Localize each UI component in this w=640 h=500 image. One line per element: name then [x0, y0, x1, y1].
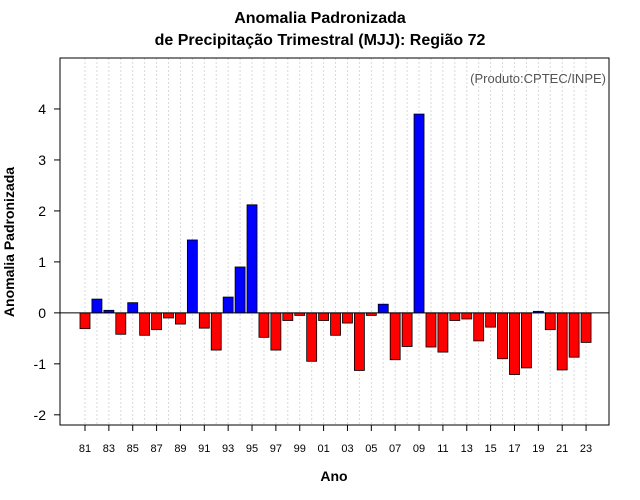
bar-18	[521, 312, 532, 369]
bar-88	[163, 312, 174, 319]
bar-91	[198, 312, 210, 329]
y-tick-label: -2	[34, 407, 47, 423]
bar-21	[556, 312, 568, 371]
bar-89	[175, 312, 186, 325]
bar-20	[544, 312, 556, 331]
x-tick-label: 85	[127, 443, 139, 455]
x-tick-label: 93	[222, 443, 234, 455]
x-tick-label: 95	[246, 443, 258, 455]
bar-12	[449, 312, 461, 321]
bar-15	[485, 312, 497, 328]
bar-23	[580, 312, 592, 343]
bar-95	[246, 204, 258, 314]
x-tick-label: 91	[198, 443, 210, 455]
x-tick-label: 81	[79, 443, 91, 455]
bar-11	[437, 312, 449, 353]
y-axis-label: Anomalia Padronizada	[1, 167, 17, 317]
bar-03	[342, 312, 353, 324]
bar-00	[306, 312, 318, 362]
bar-13	[461, 312, 473, 320]
x-tick-label: 01	[317, 443, 329, 455]
x-tick-label: 87	[150, 443, 162, 455]
bar-10	[425, 312, 437, 348]
bar-82	[91, 298, 103, 314]
bar-09	[413, 113, 425, 314]
x-tick-label: 19	[532, 443, 544, 455]
bar-81	[79, 312, 91, 330]
x-tick-label: 09	[413, 443, 425, 455]
plot-frame	[59, 57, 610, 426]
x-tick-label: 89	[174, 443, 186, 455]
y-tick-label: 1	[38, 254, 46, 270]
x-axis: 81 83 85 87 89 91 93 95 97 99 01 03 05 07 09 11 13 15 17 19…	[79, 425, 592, 455]
bar-87	[151, 312, 162, 331]
bar-86	[139, 312, 151, 336]
y-tick-label: 4	[38, 101, 46, 117]
bar-07	[389, 312, 401, 361]
bar-17	[509, 312, 520, 375]
chart-title: Anomalia Padronizada	[234, 10, 406, 27]
bar-93	[222, 296, 234, 314]
bar-94	[234, 266, 246, 314]
bar-08	[401, 312, 413, 347]
x-tick-label: 07	[389, 443, 401, 455]
bar-98	[282, 312, 294, 321]
x-tick-label: 11	[437, 443, 448, 455]
y-tick-label: 2	[38, 203, 46, 219]
bar-22	[568, 312, 580, 358]
bar-96	[258, 312, 270, 338]
x-tick-label: 03	[341, 443, 353, 455]
x-tick-label: 15	[484, 443, 496, 455]
chart-subtitle: de Precipitação Trimestral (MJJ): Região…	[154, 32, 486, 49]
y-tick-label: -1	[34, 356, 47, 372]
x-tick-label: 83	[103, 443, 115, 455]
x-tick-label: 97	[270, 443, 282, 455]
bar-16	[497, 312, 508, 360]
grid-lines	[84, 58, 587, 425]
source-annotation: (Produto:CPTEC/INPE)	[470, 71, 606, 86]
bar-02	[330, 312, 341, 336]
bars	[79, 113, 592, 375]
bar-85	[127, 302, 139, 314]
x-tick-label: 23	[580, 443, 592, 455]
bar-04	[353, 312, 365, 371]
bar-92	[210, 312, 222, 351]
bar-84	[115, 312, 127, 335]
y-tick-label: 0	[38, 305, 46, 321]
x-tick-label: 13	[461, 443, 473, 455]
x-tick-label: 17	[508, 443, 520, 455]
bar-14	[473, 312, 485, 342]
y-axis: -2 -1 0 1 2 3 4	[34, 101, 60, 423]
x-tick-label: 99	[294, 443, 306, 455]
bar-97	[270, 312, 282, 351]
x-tick-label: 05	[365, 443, 377, 455]
bar-06	[377, 303, 389, 314]
x-axis-label: Ano	[320, 468, 347, 484]
y-tick-label: 3	[38, 152, 46, 168]
x-tick-label: 21	[556, 443, 568, 455]
bar-01	[318, 312, 330, 321]
bar-90	[186, 239, 198, 314]
